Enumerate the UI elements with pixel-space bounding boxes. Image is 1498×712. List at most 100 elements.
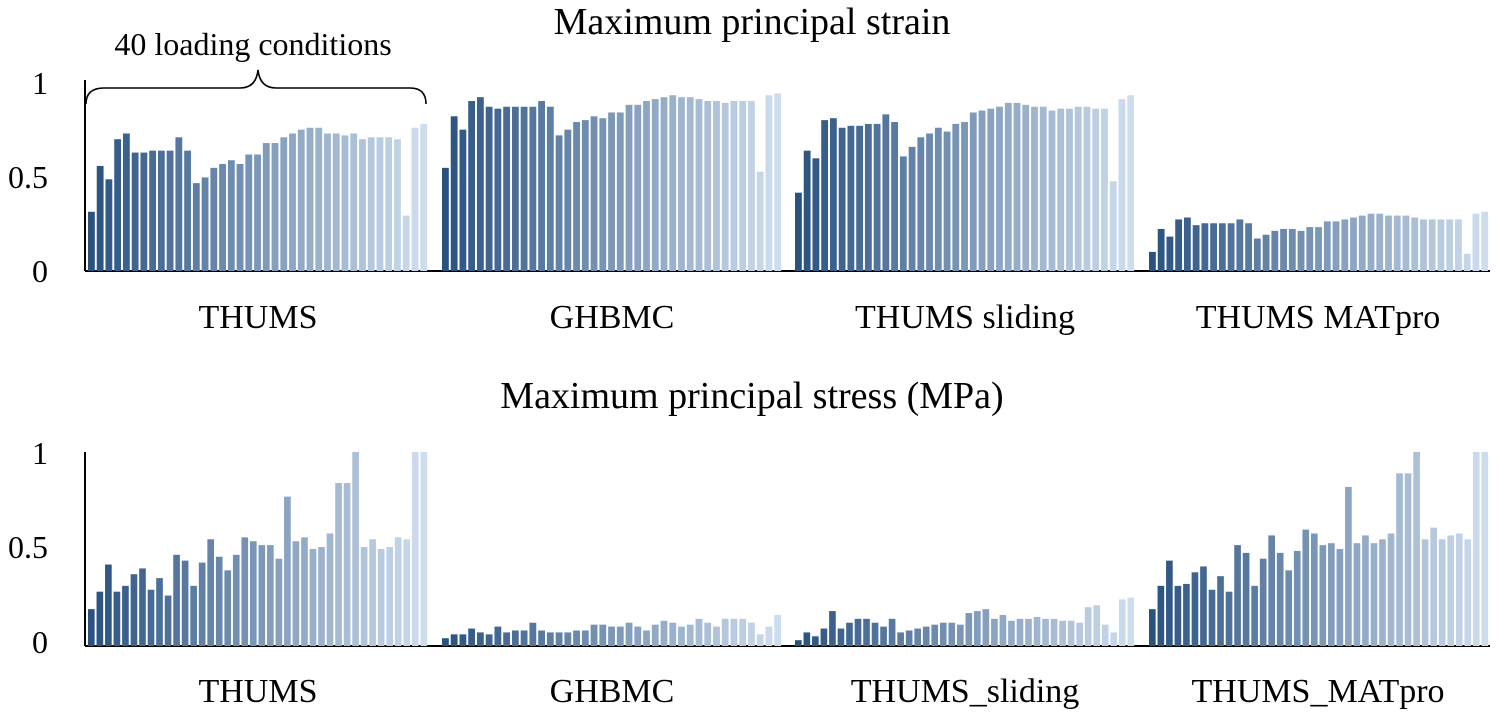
strain-bar-3-28	[1031, 106, 1038, 272]
stress-bar-3-3	[812, 636, 819, 646]
stress-bar-1-31	[343, 483, 351, 646]
strain-bar-3-1	[795, 192, 802, 271]
stress-bar-1-14	[198, 562, 206, 646]
strain-bar-3-33	[1074, 106, 1082, 272]
stress-bar-2-18	[590, 624, 598, 646]
strain-bar-1-17	[227, 160, 235, 271]
stress-bar-3-22	[974, 611, 981, 646]
strain-bar-1-28	[324, 133, 331, 271]
stress-bar-3-16	[922, 626, 930, 646]
strain-bar-2-14	[555, 135, 563, 271]
strain-bar-4-9	[1218, 223, 1226, 271]
stress-bar-3-17	[931, 624, 939, 646]
stress-bar-2-35	[739, 618, 747, 646]
stress-bar-4-31	[1404, 473, 1412, 646]
strain-bar-1-8	[149, 150, 157, 271]
stress-bar-4-17	[1285, 570, 1293, 646]
stress-ytick-1: 1	[32, 435, 48, 471]
strain-group-label-thums-sliding: THUMS sliding	[855, 299, 1075, 336]
stress-bar-2-14	[555, 632, 563, 646]
stress-bar-2-15	[564, 632, 572, 646]
stress-bar-2-34	[730, 618, 738, 646]
strain-bar-2-11	[529, 106, 537, 272]
stress-bar-2-4	[468, 628, 476, 646]
strain-bar-2-5	[476, 97, 484, 271]
strain-bar-4-10	[1227, 223, 1235, 271]
stress-bar-4-34	[1430, 527, 1437, 646]
strain-bar-2-6	[485, 106, 493, 272]
stress-bar-4-37	[1455, 533, 1463, 646]
stress-bar-1-11	[173, 554, 180, 646]
strain-bar-1-1	[88, 211, 95, 271]
strain-bar-4-5	[1183, 217, 1191, 271]
strain-bar-3-38	[1118, 99, 1126, 271]
strain-bar-4-7	[1201, 223, 1209, 271]
strain-bar-3-35	[1092, 108, 1100, 272]
stress-bar-4-33	[1421, 539, 1429, 646]
stress-bar-2-3	[459, 634, 467, 646]
loading-conditions-annotation: 40 loading conditions	[114, 26, 391, 62]
stress-bar-4-29	[1387, 533, 1395, 646]
stress-bar-4-9	[1217, 576, 1224, 646]
strain-bar-3-32	[1066, 108, 1073, 272]
strain-bar-1-37	[402, 215, 410, 271]
loading-conditions-brace	[85, 69, 427, 105]
strain-title: Maximum principal strain	[554, 1, 951, 43]
stress-bar-1-30	[335, 483, 342, 646]
stress-bar-1-26	[301, 537, 308, 646]
strain-bar-2-17	[581, 120, 589, 271]
stress-bar-1-17	[224, 570, 232, 646]
stress-bar-4-38	[1464, 539, 1472, 646]
strain-group-label-thums-matpro: THUMS MATpro	[1196, 299, 1441, 336]
strain-bar-2-39	[774, 93, 782, 272]
stress-bar-2-5	[476, 632, 484, 646]
strain-bar-1-2	[96, 165, 104, 271]
strain-bar-3-37	[1109, 181, 1117, 271]
strain-bars	[88, 93, 1489, 272]
strain-bar-3-7	[847, 125, 855, 271]
strain-bar-4-11	[1236, 219, 1244, 271]
stress-bar-1-33	[360, 547, 368, 646]
stress-bar-2-29	[686, 624, 694, 646]
strain-bar-2-19	[599, 118, 607, 271]
stress-bar-4-4	[1174, 585, 1182, 646]
strain-bar-4-37	[1463, 253, 1471, 271]
strain-bar-4-33	[1428, 219, 1436, 271]
strain-bar-1-12	[184, 150, 191, 271]
stress-bar-2-12	[538, 630, 545, 646]
stress-bar-1-6	[130, 574, 138, 646]
strain-bar-1-31	[350, 133, 358, 271]
stress-bar-3-32	[1059, 620, 1066, 646]
stress-bar-3-24	[991, 618, 998, 646]
stress-group-label-thums-matpro: THUMS_MATpro	[1191, 673, 1444, 710]
stress-bar-4-35	[1438, 539, 1446, 646]
stress-bar-1-35	[377, 549, 385, 646]
stress-bar-3-4	[820, 628, 828, 646]
strain-group-label-thums: THUMS	[198, 299, 317, 336]
stress-bar-2-16	[573, 630, 580, 646]
strain-bar-4-4	[1175, 219, 1183, 271]
strain-bar-3-2	[803, 150, 811, 271]
stress-bar-1-38	[403, 539, 411, 646]
strain-bar-2-35	[739, 101, 747, 271]
stress-bar-3-29	[1033, 616, 1041, 646]
strain-group-label-ghbmc: GHBMC	[550, 299, 675, 336]
strain-bar-4-39	[1481, 211, 1489, 271]
strain-bar-3-25	[1004, 102, 1012, 271]
stress-bar-1-25	[292, 541, 300, 646]
strain-bar-1-13	[192, 183, 200, 271]
stress-bar-1-28	[318, 547, 325, 646]
stress-bar-4-5	[1183, 583, 1190, 646]
strain-bar-4-16	[1280, 228, 1287, 271]
strain-bar-1-15	[210, 167, 218, 271]
strain-bar-2-20	[608, 112, 615, 271]
stress-bar-4-13	[1251, 585, 1258, 646]
stress-bar-1-22	[267, 545, 274, 646]
stress-bar-4-26	[1362, 535, 1369, 646]
stress-bar-2-9	[511, 630, 519, 646]
stress-bar-1-1	[88, 609, 95, 646]
stress-bar-2-23	[634, 626, 642, 646]
stress-group-label-thums-sliding: THUMS_sliding	[851, 673, 1080, 710]
stress-bar-4-10	[1225, 591, 1233, 646]
